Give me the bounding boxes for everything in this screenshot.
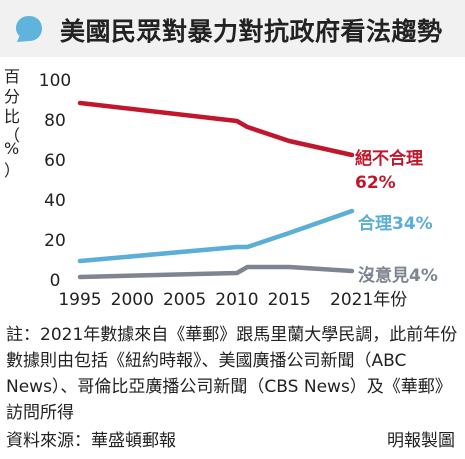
y-axis-label-char: 百 — [4, 67, 21, 86]
y-tick-label: 0 — [50, 271, 61, 291]
graphic-credit: 明報製圖 — [387, 431, 455, 451]
page-title: 美國民眾對暴力對抗政府看法趨勢 — [60, 17, 443, 46]
speech-bubble-icon — [16, 16, 42, 42]
series-value-never-justified: 62% — [355, 173, 396, 193]
series-label-no-opinion: 沒意見4% — [358, 265, 438, 286]
title-bar: 美國民眾對暴力對抗政府看法趨勢 — [0, 0, 465, 57]
footnote: 註：2021年數據來自《華郵》跟馬里蘭大學民調，此前年份數據則由包括《紐約時報》… — [6, 325, 458, 423]
x-tick-label: 2010 — [215, 290, 258, 310]
x-tick-label: 2005 — [163, 290, 206, 310]
x-tick-label: 2015 — [268, 290, 311, 310]
y-tick-label: 80 — [44, 111, 66, 131]
y-axis-label-char: 比 — [4, 107, 21, 126]
y-tick-label: 40 — [44, 191, 66, 211]
x-tick-label: 2021年份 — [330, 290, 407, 310]
data-source: 資料來源：華盛頓郵報 — [6, 431, 176, 451]
x-tick-label: 1995 — [58, 290, 101, 310]
y-axis-label-char: ） — [4, 161, 21, 180]
series-line-never-justified — [77, 100, 355, 158]
series-label-justified: 合理34% — [358, 213, 433, 234]
series-label-never-justified: 絕不合理 — [355, 148, 423, 169]
y-axis-label-char: % — [4, 139, 20, 158]
y-tick-label: 100 — [39, 71, 71, 91]
x-tick-label: 2000 — [111, 290, 154, 310]
y-axis-label-char: 分 — [4, 87, 21, 106]
series-line-justified — [77, 208, 355, 264]
series-line-no-opinion — [77, 264, 355, 280]
y-tick-label: 20 — [44, 231, 66, 251]
y-tick-label: 60 — [44, 151, 66, 171]
y-axis-label-char: （ — [4, 126, 21, 145]
